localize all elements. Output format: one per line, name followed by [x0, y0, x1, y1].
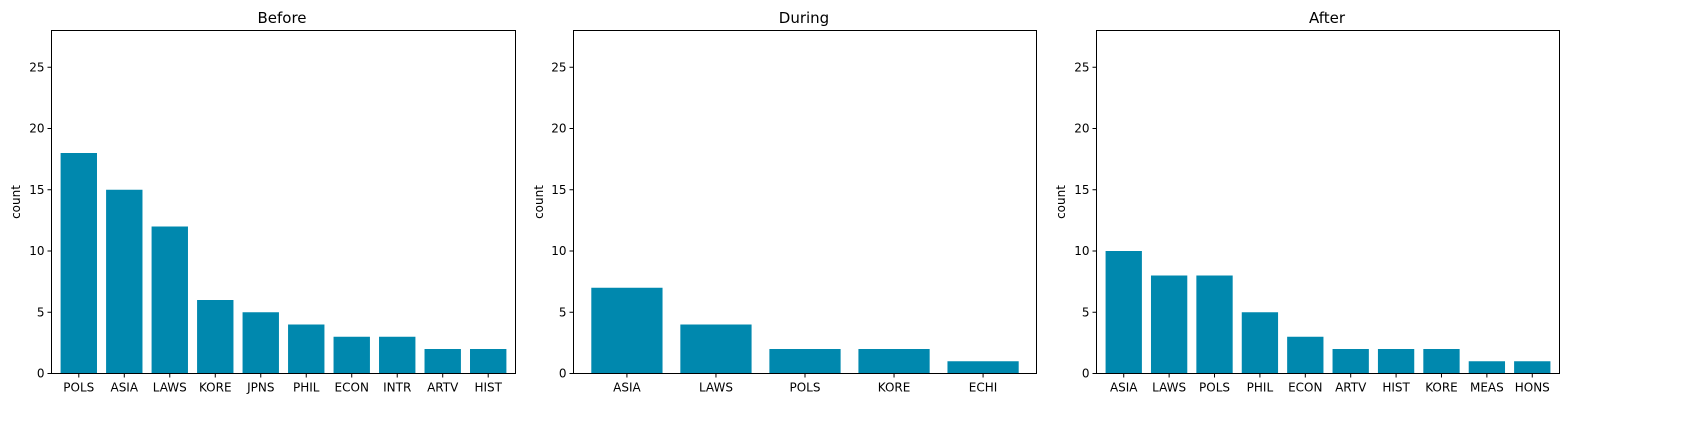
- x-tick-label: ECHI: [969, 381, 998, 395]
- x-tick-label: PHIL: [1247, 381, 1274, 395]
- bar-asia: [1105, 251, 1142, 374]
- bar-pols: [60, 153, 97, 374]
- y-axis-label: count: [9, 185, 23, 219]
- x-tick-label: KORE: [1425, 381, 1458, 395]
- x-tick-label: LAWS: [153, 381, 187, 395]
- bar-econ: [333, 336, 370, 374]
- x-tick-label: MEAS: [1470, 381, 1504, 395]
- bar-laws: [1150, 275, 1188, 374]
- x-tick-label: ARTV: [1335, 381, 1367, 395]
- x-axis: ASIA LAWS POLS PHIL ECON ARTV HIST KORE MEAS HONS: [1110, 373, 1550, 395]
- bar-pols: [769, 349, 841, 374]
- y-tick-label: 5: [37, 305, 45, 319]
- bars: [60, 153, 507, 374]
- panel-after: After count 0 5 10 15 20 25 ASIA LAWS POLS PHIL E…: [1054, 9, 1560, 395]
- x-tick-label: POLS: [790, 381, 821, 395]
- bar-pols: [1196, 275, 1233, 374]
- bars: [591, 287, 1019, 374]
- x-tick-label: PHIL: [293, 381, 320, 395]
- bar-asia: [591, 287, 663, 374]
- bar-meas: [1468, 361, 1506, 374]
- x-tick-label: ARTV: [427, 381, 459, 395]
- y-tick-label: 0: [1082, 367, 1090, 381]
- x-axis: POLS ASIA LAWS KORE JPNS PHIL ECON INTR ARTV HIST: [63, 373, 503, 395]
- bar-laws: [680, 324, 752, 374]
- y-tick-label: 20: [1074, 122, 1089, 136]
- bar-asia: [106, 189, 143, 374]
- x-tick-label: LAWS: [1152, 381, 1186, 395]
- y-tick-label: 15: [29, 183, 44, 197]
- y-axis: 0 5 10 15 20 25: [1074, 60, 1097, 381]
- x-tick-label: POLS: [63, 381, 94, 395]
- x-tick-label: JPNS: [246, 381, 274, 395]
- bar-kore: [197, 300, 234, 374]
- y-tick-label: 10: [551, 244, 566, 258]
- axes-frame: [51, 30, 516, 374]
- panel-title: Before: [257, 9, 306, 27]
- y-tick-label: 0: [559, 367, 567, 381]
- x-tick-label: ECON: [1288, 381, 1322, 395]
- x-tick-label: KORE: [199, 381, 232, 395]
- y-tick-label: 20: [29, 122, 44, 136]
- panel-during: During count 0 5 10 15 20 25 ASIA LAWS POLS KORE…: [532, 9, 1037, 395]
- y-tick-label: 25: [551, 60, 566, 74]
- bar-echi: [947, 361, 1019, 374]
- bar-kore: [1423, 349, 1460, 374]
- bar-jpns: [242, 312, 279, 374]
- panel-title: After: [1309, 9, 1346, 27]
- x-tick-label: ASIA: [1110, 381, 1138, 395]
- x-tick-label: HONS: [1515, 381, 1550, 395]
- x-tick-label: ECON: [335, 381, 369, 395]
- y-tick-label: 0: [37, 367, 45, 381]
- bar-hons: [1514, 361, 1551, 374]
- y-tick-label: 25: [1074, 60, 1089, 74]
- x-tick-label: HIST: [1382, 381, 1410, 395]
- x-tick-label: ASIA: [613, 381, 641, 395]
- bar-artv: [424, 349, 461, 374]
- y-axis-label: count: [1054, 185, 1068, 219]
- y-axis: 0 5 10 15 20 25: [551, 60, 574, 381]
- bar-phil: [1241, 312, 1279, 374]
- y-tick-label: 10: [29, 244, 44, 258]
- x-tick-label: LAWS: [699, 381, 733, 395]
- panel-before: Before count 0 5 10 15 20 25 POLS ASIA LAWS KORE…: [9, 9, 516, 395]
- bar-phil: [288, 324, 325, 374]
- x-tick-label: HIST: [474, 381, 502, 395]
- axes-frame: [1096, 30, 1560, 374]
- x-tick-label: KORE: [878, 381, 911, 395]
- bar-econ: [1287, 336, 1324, 374]
- bar-artv: [1332, 349, 1369, 374]
- y-tick-label: 5: [1082, 305, 1090, 319]
- y-tick-label: 25: [29, 60, 44, 74]
- axes-frame: [573, 30, 1037, 374]
- x-tick-label: INTR: [383, 381, 411, 395]
- x-tick-label: POLS: [1199, 381, 1230, 395]
- bar-hist: [470, 349, 507, 374]
- bar-laws: [151, 226, 188, 374]
- y-tick-label: 20: [551, 122, 566, 136]
- panel-title: During: [779, 9, 829, 27]
- bars: [1105, 251, 1551, 374]
- y-tick-label: 10: [1074, 244, 1089, 258]
- y-tick-label: 5: [559, 305, 567, 319]
- y-tick-label: 15: [1074, 183, 1089, 197]
- y-tick-label: 15: [551, 183, 566, 197]
- bar-hist: [1377, 349, 1415, 374]
- x-tick-label: ASIA: [110, 381, 138, 395]
- bar-intr: [379, 336, 416, 374]
- bar-kore: [858, 349, 930, 374]
- x-axis: ASIA LAWS POLS KORE ECHI: [613, 373, 998, 395]
- y-axis-label: count: [532, 185, 546, 219]
- y-axis: 0 5 10 15 20 25: [29, 60, 52, 381]
